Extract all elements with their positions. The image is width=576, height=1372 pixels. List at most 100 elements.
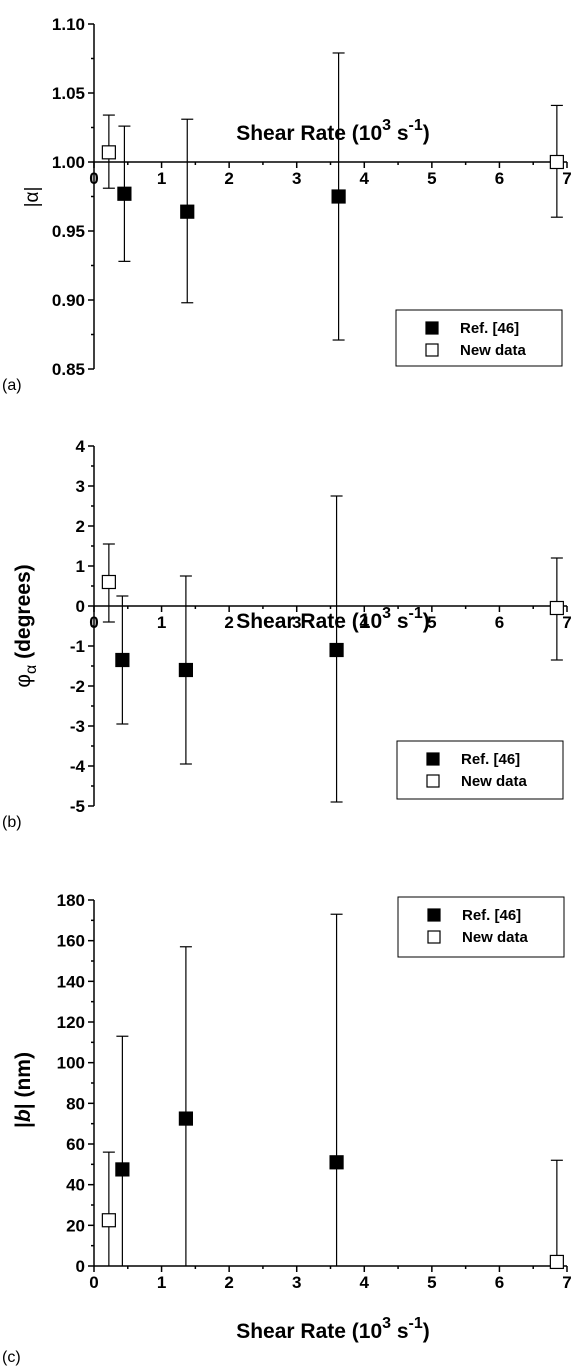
legend: Ref. [46] New data: [395, 309, 563, 367]
chart-panel-a: 0.85 0.90 0.95 1.00 1.05 1.10 0 1 2 3 4 5 6 7 Shear Ra…: [2, 15, 572, 394]
x-tick-label: 7: [562, 613, 571, 632]
x-axis-title: Shear Rate (103 s-1): [236, 1315, 430, 1343]
x-axis-title: Shear Rate (103 s-1): [236, 117, 430, 145]
x-tick-label: 7: [562, 169, 571, 188]
chart-panel-c: 0 20 40 60 80 100 120 140 160 180 0 1 2 3 4 5 6 7 Shear Ra…: [2, 891, 572, 1366]
y-tick-label: 180: [57, 891, 85, 910]
x-tick-label: 5: [427, 613, 436, 632]
y-tick-label: 0.95: [52, 222, 85, 241]
legend-label: New data: [460, 342, 527, 359]
new-data-point: [101, 574, 116, 590]
legend-swatch-ref-46: [426, 752, 440, 766]
x-tick-label: 6: [495, 1273, 504, 1292]
ref-46-point: [115, 652, 130, 668]
legend-label: Ref. [46]: [462, 907, 521, 924]
new-data-point: [101, 145, 116, 160]
y-axis-title: φα (degrees): [12, 564, 40, 687]
y-tick-label: 80: [66, 1094, 85, 1113]
legend-swatch-new-data: [425, 343, 439, 357]
x-axis-title-unit-sup: -1: [409, 1315, 423, 1332]
y-tick-label: 1: [76, 557, 85, 576]
x-tick-label: 6: [495, 169, 504, 188]
legend-box: [395, 309, 563, 367]
x-tick-label: 5: [427, 1273, 436, 1292]
y-tick-label: 3: [76, 477, 85, 496]
y-tick-label: 0.85: [52, 360, 85, 379]
y-axis-title-text: |: [12, 1122, 35, 1128]
ref-46-point: [180, 204, 195, 219]
y-tick-label: -4: [70, 757, 86, 776]
y-tick-label: 1.10: [52, 15, 85, 34]
x-axis-title-text: Shear Rate (10: [236, 610, 382, 633]
y-tick-label: 20: [66, 1216, 85, 1235]
ref-46-point: [331, 189, 346, 204]
y-tick-label: 160: [57, 932, 85, 951]
x-tick-label: 7: [562, 1273, 571, 1292]
y-axis-title-unit: | (nm): [12, 1052, 35, 1109]
new-data-point: [101, 1213, 116, 1228]
ref-46-point: [329, 1155, 344, 1170]
y-tick-label: 0: [76, 1257, 85, 1276]
panel-label: (c): [2, 1349, 21, 1366]
y-tick-label: 60: [66, 1135, 85, 1154]
x-axis-title-close: ): [423, 1320, 430, 1343]
x-tick-label: 2: [224, 1273, 233, 1292]
new-data-point: [549, 154, 564, 170]
y-tick-label: 1.05: [52, 84, 85, 103]
y-axis-title: |b| (nm): [12, 1052, 35, 1128]
y-axis-title: |α|: [22, 187, 43, 208]
x-axis-title-unit: s: [391, 122, 409, 145]
legend-box: [397, 896, 565, 958]
x-tick-label: 1: [157, 169, 166, 188]
y-tick-label: 0: [76, 597, 85, 616]
y-axis-title-italic: b: [12, 1109, 35, 1122]
x-tick-label: 6: [495, 613, 504, 632]
x-axis-title-close: ): [423, 122, 430, 145]
y-axis-title-text: φ: [12, 674, 35, 688]
y-tick-label: 1.00: [52, 153, 85, 172]
x-tick-label: 4: [360, 613, 370, 632]
legend-swatch-new-data: [427, 930, 441, 944]
x-tick-label: 0: [89, 169, 98, 188]
ref-46-point: [117, 186, 132, 201]
x-axis-title-text: Shear Rate (10: [236, 1320, 382, 1343]
legend: Ref. [46] New data: [397, 896, 565, 958]
new-data-point: [549, 1254, 564, 1270]
x-tick-label: 2: [224, 613, 233, 632]
y-tick-label: 140: [57, 972, 85, 991]
ref-46-point: [178, 662, 193, 678]
x-tick-label: 4: [360, 1273, 370, 1292]
y-axis-title-unit: (degrees): [12, 564, 35, 664]
x-axis-title-unit: s: [391, 610, 409, 633]
x-tick-label: 1: [157, 613, 166, 632]
x-axis-title-unit-sup: -1: [409, 117, 423, 134]
legend-swatch-new-data: [426, 774, 440, 788]
x-axis-title-unit: s: [391, 1320, 409, 1343]
y-tick-label: -5: [70, 797, 85, 816]
x-axis-title: Shear Rate (103 s-1): [236, 605, 430, 633]
x-axis-title-sup: 3: [382, 1315, 391, 1332]
x-tick-label: 5: [427, 169, 436, 188]
legend-label: Ref. [46]: [461, 751, 520, 768]
legend-label: New data: [461, 773, 528, 790]
x-tick-label: 3: [292, 169, 301, 188]
y-axis-title-text: |α|: [22, 187, 43, 208]
y-tick-label: 100: [57, 1054, 85, 1073]
y-tick-label: 2: [76, 517, 85, 536]
legend-box: [396, 740, 564, 800]
ref-46-point: [329, 642, 344, 658]
x-axis-title-close: ): [423, 610, 430, 633]
y-tick-label: -3: [70, 717, 85, 736]
y-tick-label: -1: [70, 637, 85, 656]
x-tick-label: 0: [89, 613, 98, 632]
y-tick-label: 40: [66, 1176, 85, 1195]
ref-46-point: [178, 1111, 193, 1126]
y-tick-label: 4: [76, 437, 86, 456]
x-axis-title-unit-sup: -1: [409, 605, 423, 622]
legend-swatch-ref-46: [427, 908, 441, 922]
y-tick-label: 120: [57, 1013, 85, 1032]
x-tick-label: 3: [292, 1273, 301, 1292]
x-axis-title-sup: 3: [382, 605, 391, 622]
